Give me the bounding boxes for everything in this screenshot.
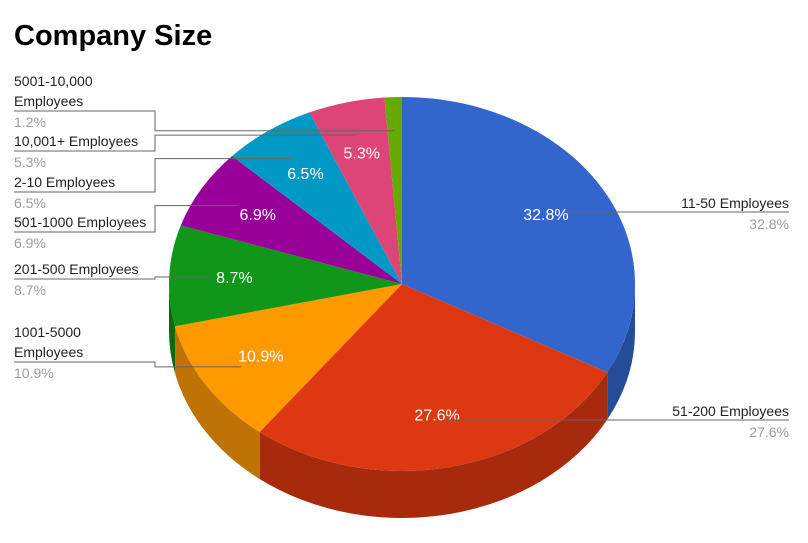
pie-side-11-50-employees [607,284,635,420]
pie-sides [169,284,635,518]
callout-label-10-001-employees: 10,001+ Employees [14,133,138,149]
pie-slice-2-10-employees[interactable] [232,112,402,284]
pie-side-1001-5000-employees [175,326,260,480]
callout-label-201-500-employees: 201-500 Employees [14,261,139,277]
pie-slice-501-1000-employees[interactable] [180,156,402,284]
leader-1001-5000-employees [14,361,242,368]
pie-slice-5001-10-000-employees[interactable] [384,97,402,284]
callout-pct-10-001-employees: 5.3% [14,154,46,170]
pie-slice-10-001-employees[interactable] [309,97,402,284]
pie-side-201-500-employees [169,284,176,374]
callout-label-501-1000-employees: 501-1000 Employees [14,214,146,230]
slice-pct-201-500-employees: 8.7% [216,270,252,287]
callout-pct-1001-5000-employees: 10.9% [14,365,54,381]
callout-label-1001-5000-employees-line2: Employees [14,344,83,360]
callout-label-2-10-employees: 2-10 Employees [14,174,115,190]
pie-slice-1001-5000-employees[interactable] [175,284,402,433]
callout-pct-501-1000-employees: 6.9% [14,235,46,251]
leader-5001-10-000-employees [14,110,395,132]
slice-percent-labels: 32.8% 27.6% 10.9% 8.7% 6.9% 6.5% 5.3% [216,145,568,424]
callout-pct-201-500-employees: 8.7% [14,282,46,298]
callout-pct-11-50-employees: 32.8% [749,216,789,232]
slice-pct-51-200-employees: 27.6% [414,408,459,425]
leader-lines [14,110,789,421]
callout-label-5001-10-000-employees-line1: 5001-10,000 [14,73,93,89]
callout-label-1001-5000-employees-line1: 1001-5000 [14,324,81,340]
callout-pct-51-200-employees: 27.6% [749,424,789,440]
leader-201-500-employees [14,276,212,280]
leader-10-001-employees [14,134,357,152]
slice-pct-1001-5000-employees: 10.9% [238,349,283,366]
leader-501-1000-employees [14,205,238,233]
pie-slice-201-500-employees[interactable] [169,225,402,327]
leader-2-10-employees [14,158,293,193]
pie-slice-51-200-employees[interactable] [259,284,608,471]
callout-labels: 11-50 Employees 32.8% 51-200 Employees 27.6… [14,73,789,440]
pie-side-51-200-employees [259,372,608,518]
slice-pct-501-1000-employees: 6.9% [240,207,276,224]
callout-label-5001-10-000-employees-line2: Employees [14,93,83,109]
callout-pct-5001-10-000-employees: 1.2% [14,114,46,130]
slice-pct-2-10-employees: 6.5% [287,166,323,183]
callout-label-51-200-employees: 51-200 Employees [672,403,789,419]
slice-pct-11-50-employees: 32.8% [523,207,568,224]
chart-title: Company Size [14,20,212,52]
pie-slices [169,97,636,471]
callout-pct-2-10-employees: 6.5% [14,195,46,211]
pie-slice-11-50-employees[interactable] [402,97,636,373]
callout-label-11-50-employees: 11-50 Employees [681,195,789,211]
slice-pct-10-001-employees: 5.3% [344,145,380,162]
